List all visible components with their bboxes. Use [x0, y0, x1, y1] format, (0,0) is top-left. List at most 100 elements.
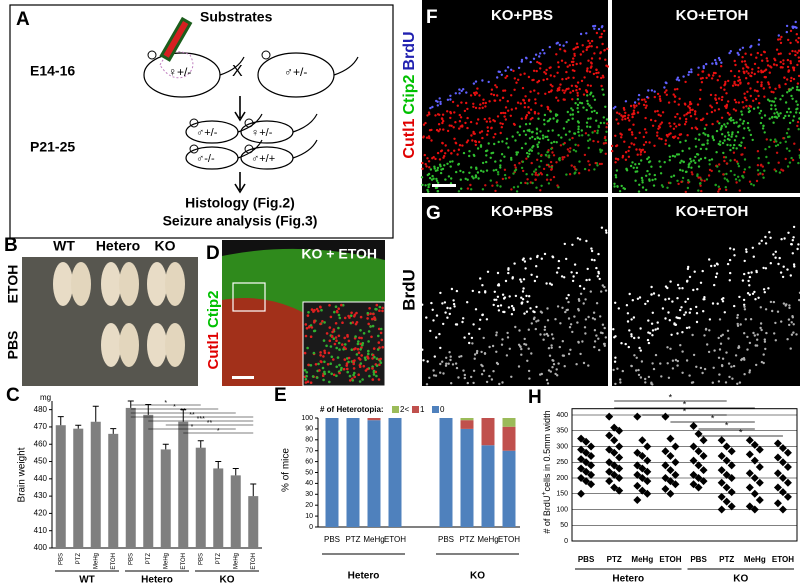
cell: [550, 333, 554, 336]
cell: [332, 337, 336, 341]
cell: [583, 76, 586, 79]
cell: [476, 147, 480, 150]
cell: [600, 35, 603, 39]
cell: [779, 60, 782, 64]
cell: [338, 316, 342, 320]
cell: [741, 153, 744, 156]
cell: [789, 62, 792, 65]
cell: [492, 303, 495, 307]
cell: [346, 367, 349, 371]
cell: [577, 110, 580, 114]
cell: [582, 93, 586, 96]
cell: [555, 141, 558, 144]
cell: [529, 108, 533, 111]
cell: [503, 115, 506, 118]
cell: [746, 348, 749, 351]
cell: [723, 88, 726, 91]
cell: [497, 283, 500, 286]
cell: [707, 134, 710, 138]
cell: [564, 61, 567, 64]
cell: [779, 52, 782, 55]
data-point: [689, 480, 698, 489]
cell: [604, 152, 607, 155]
cell: [718, 163, 721, 166]
cell: [738, 48, 742, 51]
cell: [372, 347, 376, 350]
cell: [768, 117, 771, 120]
cell: [749, 318, 753, 321]
x-tick-label: MeHg: [93, 553, 99, 569]
cell: [673, 100, 676, 103]
cell: [440, 168, 443, 171]
cell: [572, 76, 575, 80]
cell: [709, 104, 712, 107]
cell: [323, 349, 326, 353]
cell: [535, 132, 539, 135]
cell: [708, 163, 711, 166]
cell: [615, 111, 619, 114]
cell: [335, 374, 338, 378]
cell: [600, 226, 604, 229]
cell: [618, 112, 621, 116]
cell: [626, 320, 630, 323]
cell: [675, 125, 678, 128]
cell: [758, 112, 761, 115]
data-point: [671, 458, 680, 467]
cell: [695, 305, 698, 309]
cell: [614, 174, 617, 177]
cell: [519, 73, 522, 76]
cell: [578, 87, 581, 91]
cell: [760, 360, 764, 364]
cell: [650, 293, 653, 296]
cell: [486, 129, 490, 133]
cell: [714, 94, 717, 97]
cell: [635, 369, 638, 372]
data-point: [610, 436, 619, 445]
cell: [750, 182, 753, 186]
cell: [546, 319, 550, 322]
cell: [533, 112, 537, 115]
cell: [761, 173, 764, 176]
cell: [667, 297, 671, 300]
y-tick-label: 10: [305, 513, 313, 520]
cell: [695, 117, 698, 120]
cell: [586, 267, 589, 271]
cell: [496, 295, 500, 298]
cell: [557, 99, 560, 102]
cell: [569, 323, 573, 326]
data-point: [605, 458, 614, 467]
cell: [625, 304, 629, 307]
cell: [556, 374, 559, 377]
cell: [580, 102, 584, 105]
cell: [499, 185, 502, 188]
cell: [664, 142, 667, 146]
cell: [493, 298, 496, 301]
cell: [619, 132, 622, 135]
cell: [469, 94, 473, 97]
cell: [605, 118, 609, 121]
cell: [546, 105, 549, 109]
cell: [311, 375, 315, 378]
cell: [542, 338, 545, 341]
cell: [320, 308, 323, 312]
cell: [663, 161, 666, 164]
cell: [593, 168, 596, 171]
cell: [460, 101, 463, 104]
cell: [485, 169, 489, 172]
cell: [770, 107, 773, 111]
cell: [307, 311, 310, 314]
cell: [454, 92, 457, 95]
pup-genotype: ♀+/-: [251, 127, 273, 139]
cell: [739, 118, 742, 121]
cell: [693, 113, 697, 116]
bar-segment: [502, 426, 516, 451]
cell: [590, 110, 594, 114]
scale-bar: [232, 376, 254, 379]
cell: [623, 140, 626, 143]
label-cross: X: [232, 63, 243, 80]
cell: [354, 335, 357, 338]
cell: [794, 53, 797, 57]
cell: [505, 354, 509, 357]
cell: [687, 165, 690, 169]
cell: [770, 104, 773, 107]
